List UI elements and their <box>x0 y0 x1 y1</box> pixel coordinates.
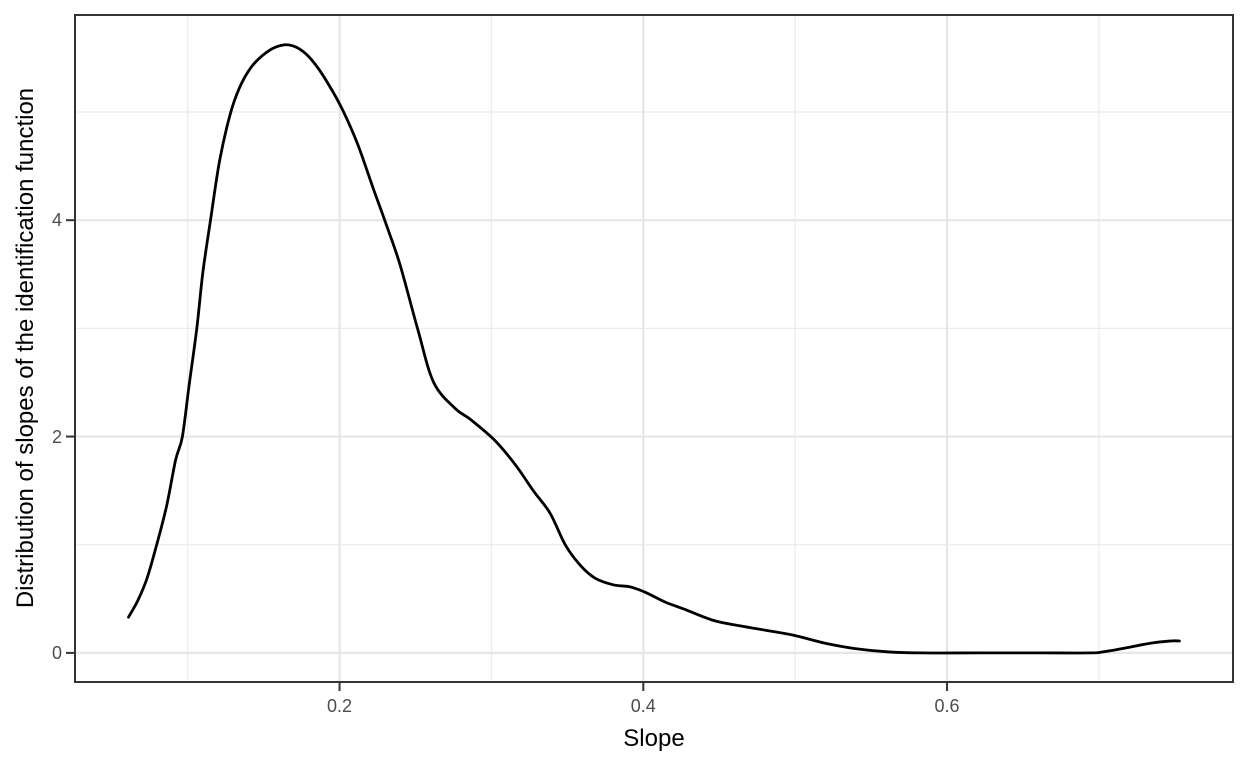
y-tick-label-2: 4 <box>51 210 62 231</box>
y-tick-label-1: 2 <box>51 426 62 447</box>
y-tick-label-0: 0 <box>51 642 62 663</box>
panel-border <box>74 14 1234 683</box>
x-tick-label-1: 0.4 <box>630 696 656 716</box>
x-tick-label-2: 0.6 <box>934 696 960 716</box>
y-axis-title: Distribution of slopes of the identifica… <box>12 87 39 609</box>
plot-panel <box>75 15 1233 682</box>
x-tick-label-0: 0.2 <box>327 696 353 716</box>
density-curve <box>127 43 1181 655</box>
x-axis-title: Slope <box>623 725 685 752</box>
